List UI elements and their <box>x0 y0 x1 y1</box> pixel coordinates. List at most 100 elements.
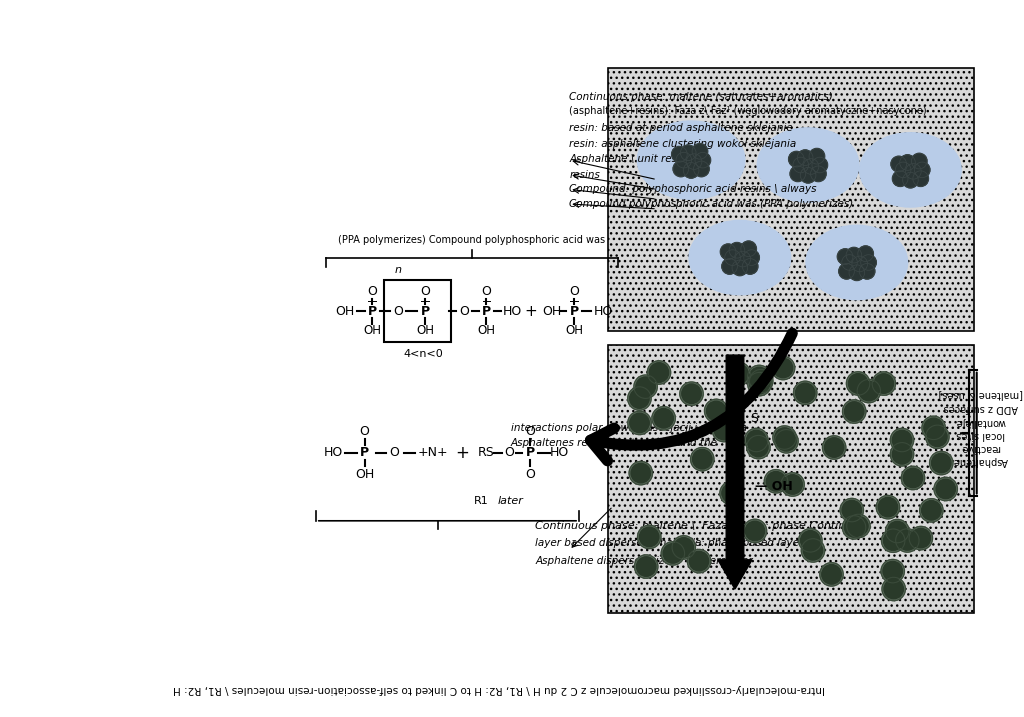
Text: O: O <box>359 424 370 437</box>
Circle shape <box>729 242 744 258</box>
Circle shape <box>905 163 922 179</box>
Text: OH: OH <box>477 324 496 337</box>
Circle shape <box>692 143 708 159</box>
Circle shape <box>932 453 951 473</box>
Circle shape <box>839 263 854 279</box>
Circle shape <box>884 579 903 599</box>
Circle shape <box>740 241 757 257</box>
Text: resin: asphaltene clustering wokoł sklejania: resin: asphaltene clustering wokoł sklej… <box>569 138 797 148</box>
Circle shape <box>911 153 927 169</box>
Ellipse shape <box>806 225 907 300</box>
Circle shape <box>802 538 824 562</box>
Text: later: later <box>498 496 523 506</box>
Circle shape <box>771 356 795 380</box>
Text: O: O <box>393 305 402 318</box>
Circle shape <box>877 495 900 519</box>
Circle shape <box>840 498 863 522</box>
Text: HO: HO <box>550 446 569 459</box>
Circle shape <box>695 152 711 168</box>
Circle shape <box>682 384 701 404</box>
Circle shape <box>692 450 712 469</box>
Circle shape <box>811 166 826 181</box>
Circle shape <box>845 402 864 422</box>
Circle shape <box>764 470 787 493</box>
Text: HO: HO <box>503 305 522 318</box>
Circle shape <box>892 171 908 186</box>
Text: P: P <box>482 305 490 318</box>
Text: (asphaltene+resins): Faza z\ Faz¹ (węglowodory aromatyczne+nasycone): (asphaltene+resins): Faza z\ Faz¹ (węglo… <box>569 106 927 116</box>
Circle shape <box>801 168 816 183</box>
Circle shape <box>858 246 873 262</box>
Circle shape <box>896 528 920 552</box>
Circle shape <box>788 151 804 167</box>
Circle shape <box>776 432 797 451</box>
Circle shape <box>872 372 896 395</box>
Circle shape <box>845 518 864 537</box>
Circle shape <box>635 555 657 578</box>
Circle shape <box>803 541 822 560</box>
Circle shape <box>895 162 911 178</box>
Circle shape <box>652 407 676 430</box>
Circle shape <box>812 157 827 173</box>
Circle shape <box>713 418 735 442</box>
Circle shape <box>793 157 809 173</box>
Circle shape <box>752 371 771 391</box>
Circle shape <box>749 437 768 457</box>
Circle shape <box>801 531 820 550</box>
Circle shape <box>748 365 771 389</box>
Circle shape <box>680 382 703 405</box>
Circle shape <box>859 263 874 279</box>
Circle shape <box>857 379 881 403</box>
Text: HO: HO <box>594 305 613 318</box>
Text: P: P <box>368 305 377 318</box>
Circle shape <box>732 260 748 275</box>
Text: Asphaltene
reactive
local sites
wontalleje
ADD z surfaces
[maltene & uses]: Asphaltene reactive local sites wontalle… <box>938 390 1023 466</box>
Text: O: O <box>504 446 514 459</box>
Circle shape <box>744 428 768 452</box>
Circle shape <box>890 442 913 466</box>
Circle shape <box>637 557 656 576</box>
Text: Asphaltene dispersed size²x¹ disperse per: Asphaltene dispersed size²x¹ disperse pe… <box>536 556 753 566</box>
Circle shape <box>796 383 815 403</box>
Circle shape <box>809 148 824 164</box>
Circle shape <box>892 445 911 464</box>
FancyArrowPatch shape <box>591 333 793 461</box>
Circle shape <box>629 462 652 485</box>
Circle shape <box>750 374 769 394</box>
Text: OH: OH <box>355 467 374 480</box>
FancyArrow shape <box>718 355 752 589</box>
Circle shape <box>882 577 905 601</box>
Text: OH: OH <box>565 324 583 337</box>
Circle shape <box>680 145 696 161</box>
Circle shape <box>690 447 714 471</box>
Circle shape <box>846 247 862 263</box>
Circle shape <box>928 427 947 447</box>
Text: R1: R1 <box>474 496 488 506</box>
Circle shape <box>822 564 842 584</box>
Text: P: P <box>569 305 579 318</box>
Circle shape <box>674 538 693 557</box>
Circle shape <box>782 475 803 494</box>
Circle shape <box>649 363 669 382</box>
Circle shape <box>852 256 867 272</box>
Circle shape <box>720 482 743 505</box>
Circle shape <box>847 514 870 538</box>
Circle shape <box>746 430 766 450</box>
Text: OH: OH <box>416 324 434 337</box>
Circle shape <box>900 155 915 171</box>
Circle shape <box>750 367 769 386</box>
Circle shape <box>842 500 861 520</box>
Circle shape <box>743 519 767 543</box>
Circle shape <box>672 146 687 162</box>
Circle shape <box>903 468 923 488</box>
Circle shape <box>791 166 806 181</box>
Circle shape <box>630 413 649 432</box>
Text: HO: HO <box>324 446 343 459</box>
Circle shape <box>883 561 902 581</box>
Circle shape <box>922 500 941 520</box>
Circle shape <box>746 435 770 459</box>
Circle shape <box>909 526 933 550</box>
Circle shape <box>911 528 931 548</box>
Circle shape <box>742 259 758 274</box>
Text: O: O <box>525 467 536 480</box>
